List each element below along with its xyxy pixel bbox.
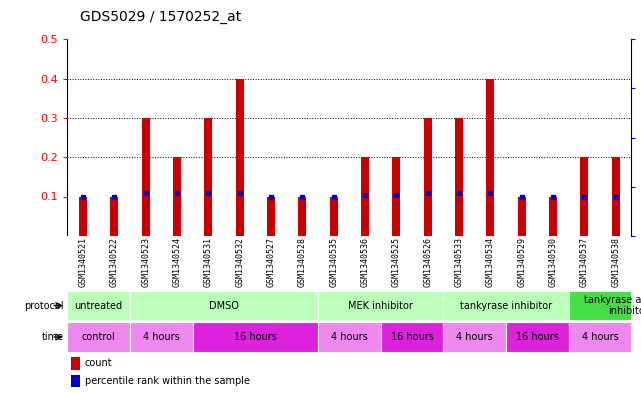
Text: GSM1340535: GSM1340535 [329,237,338,287]
Bar [361,157,369,236]
Bar [79,196,87,236]
Text: GDS5029 / 1570252_at: GDS5029 / 1570252_at [80,9,242,24]
Bar [71,375,80,387]
Text: 4 hours: 4 hours [456,332,493,342]
Bar [455,118,463,236]
Bar [444,291,569,320]
Text: 4 hours: 4 hours [143,332,179,342]
Text: untreated: untreated [74,301,122,310]
Bar [110,196,118,236]
Bar [631,322,641,352]
Text: time: time [42,332,64,342]
Text: MEK inhibitor: MEK inhibitor [348,301,413,310]
Text: GSM1340523: GSM1340523 [141,237,150,287]
Bar [299,196,306,236]
Text: 16 hours: 16 hours [234,332,277,342]
Text: 4 hours: 4 hours [331,332,368,342]
Text: control: control [82,332,115,342]
Bar [193,322,318,352]
Text: GSM1340533: GSM1340533 [454,237,463,287]
Bar [71,357,80,369]
Bar [381,322,444,352]
Bar [267,196,275,236]
Bar [67,322,130,352]
Text: count: count [85,358,113,368]
Bar [329,196,338,236]
Text: 16 hours: 16 hours [390,332,433,342]
Text: GSM1340532: GSM1340532 [235,237,244,287]
Bar [506,322,569,352]
Text: GSM1340527: GSM1340527 [267,237,276,287]
Bar [444,322,506,352]
Bar [142,118,149,236]
Text: GSM1340531: GSM1340531 [204,237,213,287]
Bar [173,157,181,236]
Text: tankyrase and MEK
inhibitors: tankyrase and MEK inhibitors [585,295,641,316]
Text: GSM1340526: GSM1340526 [423,237,432,287]
Text: 16 hours: 16 hours [516,332,559,342]
Text: GSM1340525: GSM1340525 [392,237,401,287]
Text: DMSO: DMSO [209,301,239,310]
Bar [424,118,431,236]
Bar [130,291,318,320]
Bar [569,322,631,352]
Bar [236,79,244,236]
Text: GSM1340534: GSM1340534 [486,237,495,287]
Bar [318,291,444,320]
Text: GSM1340537: GSM1340537 [580,237,589,287]
Text: GSM1340529: GSM1340529 [517,237,526,287]
Text: GSM1340524: GSM1340524 [172,237,181,287]
Text: 4 hours: 4 hours [581,332,619,342]
Bar [581,157,588,236]
Bar [392,157,400,236]
Text: tankyrase inhibitor: tankyrase inhibitor [460,301,552,310]
Text: GSM1340530: GSM1340530 [549,237,558,287]
Bar [67,291,130,320]
Bar [204,118,212,236]
Text: GSM1340528: GSM1340528 [298,237,307,287]
Text: GSM1340536: GSM1340536 [360,237,369,287]
Text: percentile rank within the sample: percentile rank within the sample [85,376,250,386]
Bar [518,196,526,236]
Bar [612,157,620,236]
Text: GSM1340538: GSM1340538 [612,237,620,287]
Bar [130,322,193,352]
Text: GSM1340522: GSM1340522 [110,237,119,287]
Bar [318,322,381,352]
Text: protocol: protocol [24,301,64,310]
Text: GSM1340521: GSM1340521 [78,237,87,287]
Bar [487,79,494,236]
Bar [549,196,557,236]
Bar [569,291,641,320]
